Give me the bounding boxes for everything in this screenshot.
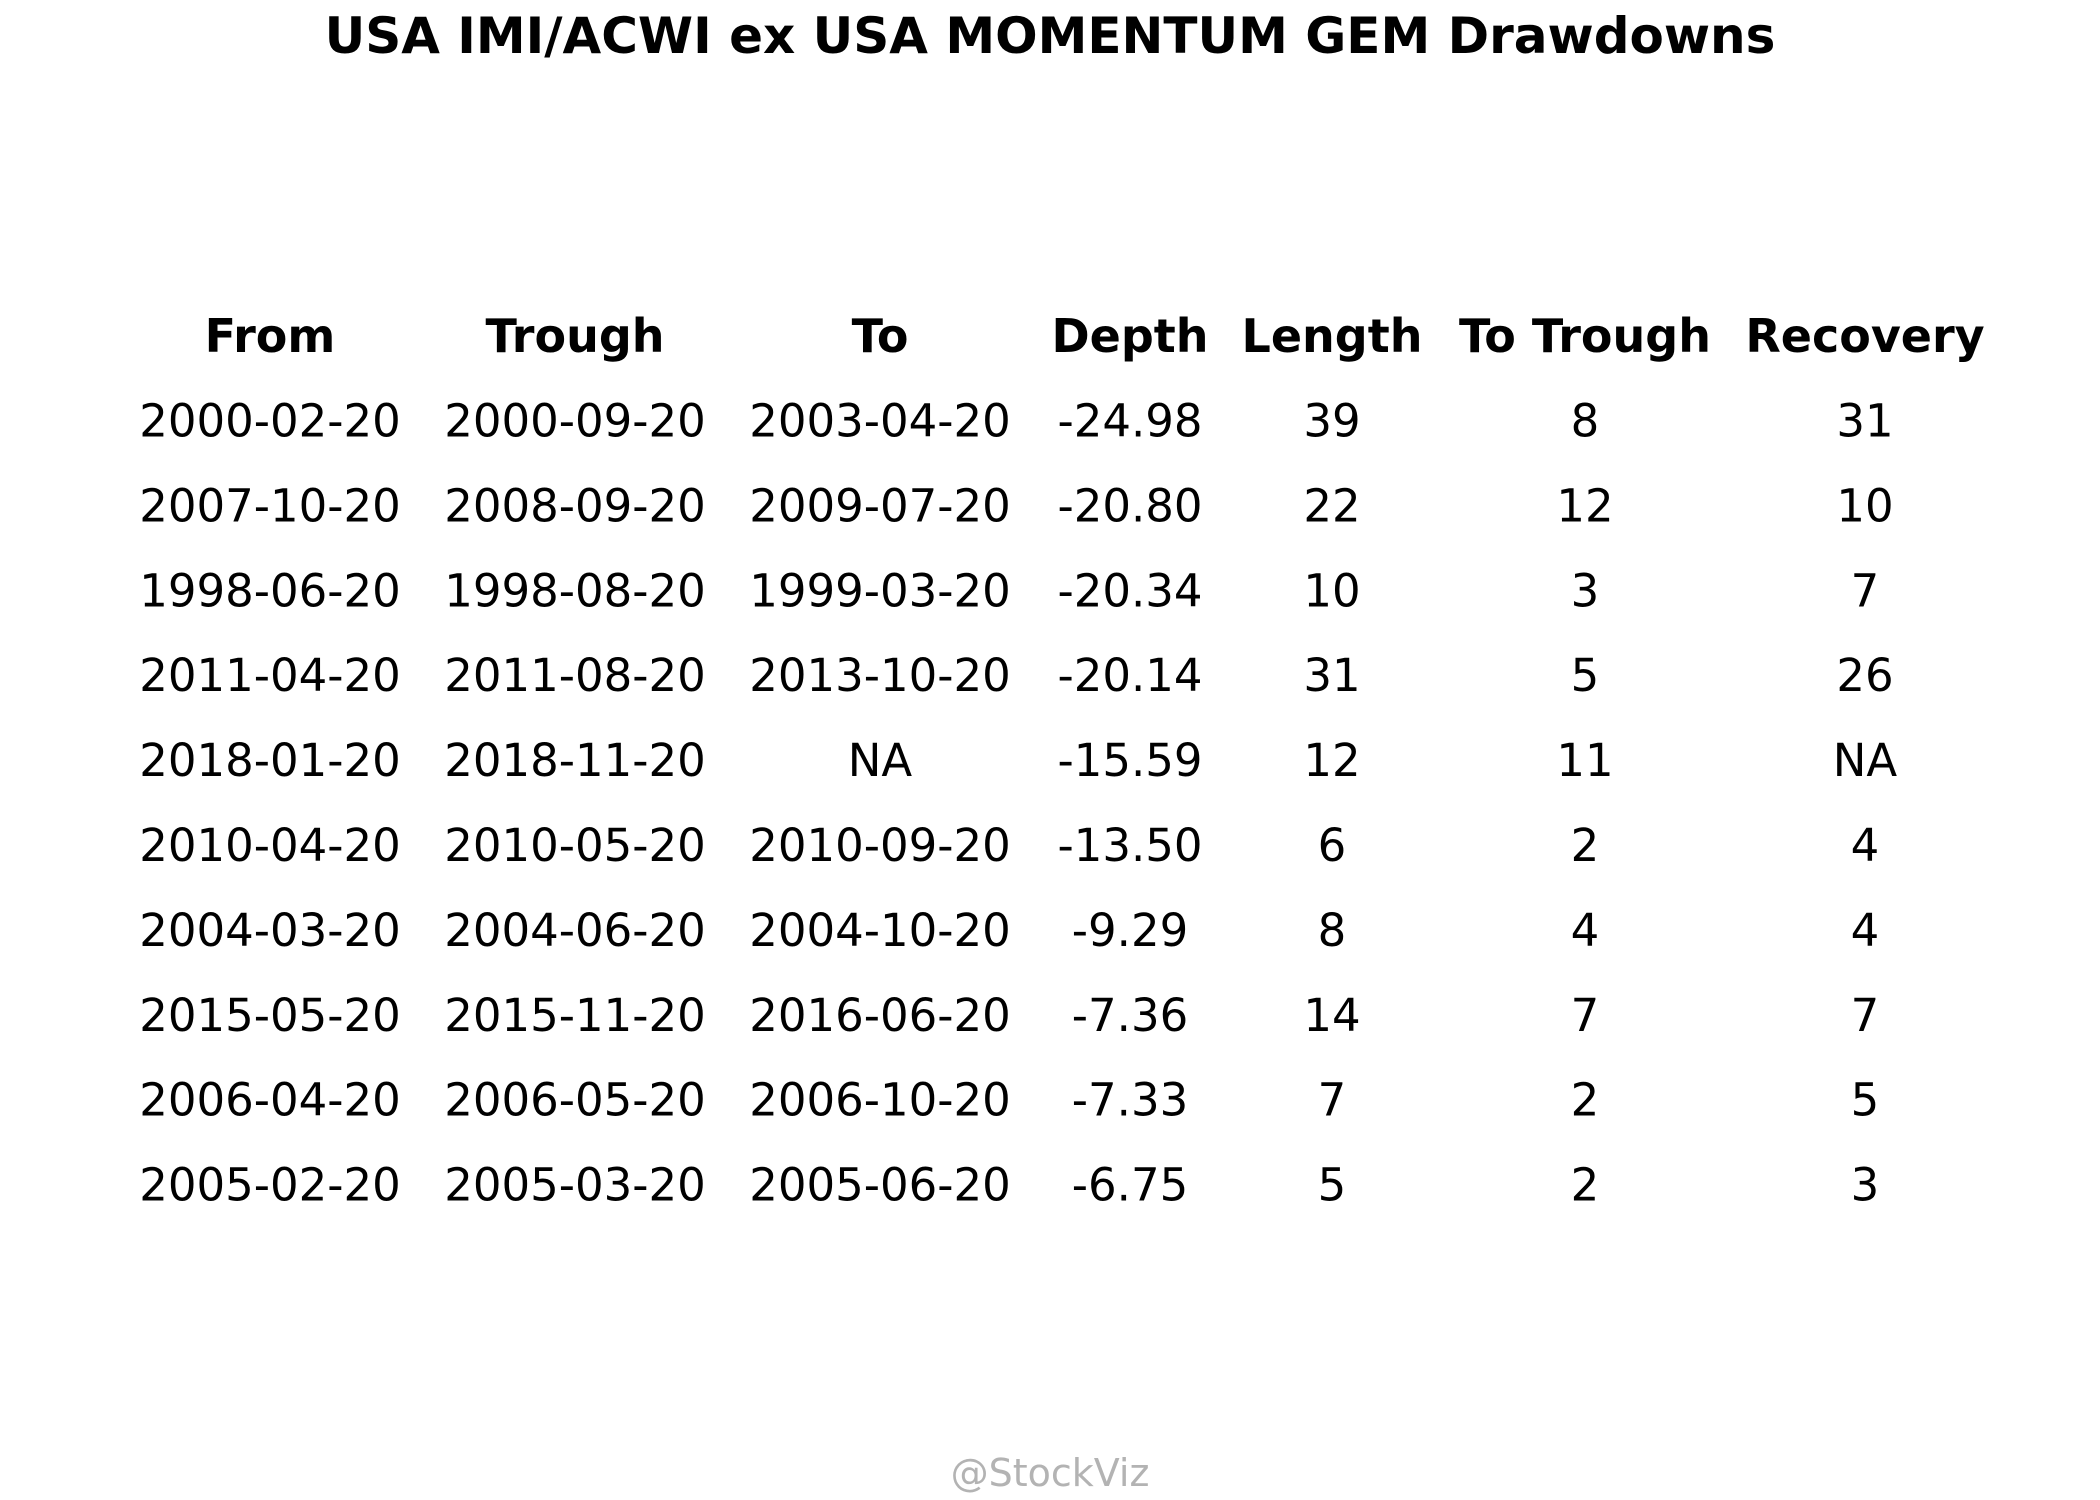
table-cell: 2007-10-20 xyxy=(139,479,401,532)
table-cell: 8 xyxy=(1571,395,1600,448)
column-header: Recovery xyxy=(1745,309,1984,363)
table-cell: 2008-09-20 xyxy=(444,479,706,532)
column-header: Depth xyxy=(1051,309,1208,363)
table-cell: -20.34 xyxy=(1057,564,1202,617)
table-cell: 1998-08-20 xyxy=(444,564,706,617)
table-cell: 12 xyxy=(1556,479,1613,532)
table-cell: 5 xyxy=(1851,1074,1880,1127)
table-cell: 7 xyxy=(1851,989,1880,1042)
table-cell: 22 xyxy=(1303,479,1360,532)
table-cell: 2 xyxy=(1571,1074,1600,1127)
table-cell: NA xyxy=(1833,734,1898,787)
table-cell: 1998-06-20 xyxy=(139,564,401,617)
table-cell: 31 xyxy=(1836,395,1893,448)
table-cell: 2010-05-20 xyxy=(444,819,706,872)
table-cell: 12 xyxy=(1303,734,1360,787)
table-cell: 31 xyxy=(1303,649,1360,702)
table-cell: 2003-04-20 xyxy=(749,395,1011,448)
table-cell: -6.75 xyxy=(1072,1159,1188,1212)
column-header: From xyxy=(205,309,336,363)
table-cell: 10 xyxy=(1836,479,1893,532)
table-cell: 3 xyxy=(1571,564,1600,617)
table-cell: 4 xyxy=(1851,904,1880,957)
table-cell: NA xyxy=(848,734,913,787)
column-header: To Trough xyxy=(1459,309,1711,363)
table-cell: 2004-03-20 xyxy=(139,904,401,957)
table-cell: 2006-05-20 xyxy=(444,1074,706,1127)
table-cell: 39 xyxy=(1303,395,1360,448)
table-cell: 8 xyxy=(1318,904,1347,957)
table-cell: -13.50 xyxy=(1057,819,1202,872)
table-cell: 2000-09-20 xyxy=(444,395,706,448)
table-cell: -15.59 xyxy=(1057,734,1202,787)
table-cell: 7 xyxy=(1571,989,1600,1042)
table-cell: -7.36 xyxy=(1072,989,1188,1042)
table-cell: 2006-04-20 xyxy=(139,1074,401,1127)
table-cell: 2006-10-20 xyxy=(749,1074,1011,1127)
table-cell: 7 xyxy=(1318,1074,1347,1127)
table-cell: 11 xyxy=(1556,734,1613,787)
table-cell: 1999-03-20 xyxy=(749,564,1011,617)
table-cell: -9.29 xyxy=(1072,904,1188,957)
table-cell: 2004-10-20 xyxy=(749,904,1011,957)
table-cell: 26 xyxy=(1836,649,1893,702)
table-cell: 2 xyxy=(1571,819,1600,872)
table-cell: -20.14 xyxy=(1057,649,1202,702)
column-header: To xyxy=(852,309,909,363)
table-cell: 2 xyxy=(1571,1159,1600,1212)
table-cell: 2018-11-20 xyxy=(444,734,706,787)
table-cell: 2005-06-20 xyxy=(749,1159,1011,1212)
watermark: @StockViz xyxy=(950,1451,1150,1495)
table-cell: 2005-03-20 xyxy=(444,1159,706,1212)
table-cell: -24.98 xyxy=(1057,395,1202,448)
table-cell: 6 xyxy=(1318,819,1347,872)
table-cell: 4 xyxy=(1571,904,1600,957)
column-header: Trough xyxy=(485,309,664,363)
table-cell: 4 xyxy=(1851,819,1880,872)
table-cell: 10 xyxy=(1303,564,1360,617)
table-cell: 2016-06-20 xyxy=(749,989,1011,1042)
table-cell: 2011-08-20 xyxy=(444,649,706,702)
table-cell: 5 xyxy=(1318,1159,1347,1212)
table-cell: 2015-05-20 xyxy=(139,989,401,1042)
table-cell: -7.33 xyxy=(1072,1074,1188,1127)
table-cell: 2010-04-20 xyxy=(139,819,401,872)
column-header: Length xyxy=(1242,309,1423,363)
table-cell: 2011-04-20 xyxy=(139,649,401,702)
table-cell: 2018-01-20 xyxy=(139,734,401,787)
table-cell: 2009-07-20 xyxy=(749,479,1011,532)
table-cell: -20.80 xyxy=(1057,479,1202,532)
table-cell: 2013-10-20 xyxy=(749,649,1011,702)
chart-title: USA IMI/ACWI ex USA MOMENTUM GEM Drawdow… xyxy=(324,7,1776,65)
table-cell: 5 xyxy=(1571,649,1600,702)
table-cell: 2000-02-20 xyxy=(139,395,401,448)
table-cell: 2005-02-20 xyxy=(139,1159,401,1212)
table-cell: 2004-06-20 xyxy=(444,904,706,957)
table-cell: 3 xyxy=(1851,1159,1880,1212)
table-cell: 7 xyxy=(1851,564,1880,617)
table-cell: 2010-09-20 xyxy=(749,819,1011,872)
table-cell: 2015-11-20 xyxy=(444,989,706,1042)
table-cell: 14 xyxy=(1303,989,1360,1042)
